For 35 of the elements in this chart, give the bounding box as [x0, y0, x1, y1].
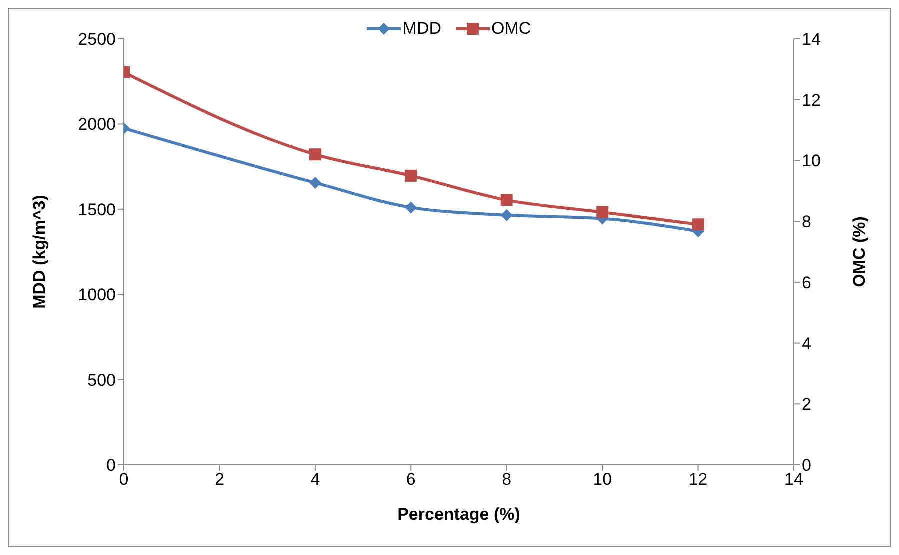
y-tick-label: 1500 [78, 200, 116, 220]
y-tick-label: 500 [88, 370, 116, 390]
x-tick-label: 6 [406, 470, 416, 490]
y2-tick-label: 0 [802, 456, 812, 476]
x-tick-label: 2 [214, 470, 224, 490]
x-tick-label: 4 [310, 470, 320, 490]
point [596, 206, 609, 218]
x-axis-title: Percentage (%) [398, 505, 520, 524]
legend-label: OMC [492, 19, 532, 39]
point [405, 202, 418, 214]
y-axis-title: MDD (kg/m^3) [30, 195, 50, 309]
point [500, 209, 513, 222]
y2-tick-label: 10 [802, 152, 821, 171]
y2-tick-label: 8 [802, 212, 812, 232]
y2-axis-title: OMC (%) [850, 216, 870, 288]
point [692, 218, 704, 231]
y-tick-label: 2500 [78, 30, 116, 50]
point [309, 148, 322, 161]
y2-tick-label: 6 [802, 273, 812, 292]
y-tick-label: 1000 [78, 286, 116, 305]
point [309, 176, 322, 189]
point [500, 194, 513, 206]
y2-tick-label: 4 [802, 334, 812, 354]
x-tick-label: 10 [593, 470, 612, 490]
point [405, 170, 418, 182]
legend-label: MDD [402, 19, 442, 39]
x-tick-label: 12 [688, 470, 708, 490]
x-tick-label: 14 [784, 470, 804, 490]
y2-tick-label: 12 [802, 90, 821, 110]
y2-tick-label: 14 [802, 30, 821, 50]
x-tick-label: 8 [502, 470, 512, 490]
y2-tick-label: 2 [802, 395, 812, 414]
x-tick-label: 0 [119, 470, 129, 490]
y-tick-label: 0 [106, 456, 116, 476]
y-tick-label: 2000 [78, 115, 116, 134]
